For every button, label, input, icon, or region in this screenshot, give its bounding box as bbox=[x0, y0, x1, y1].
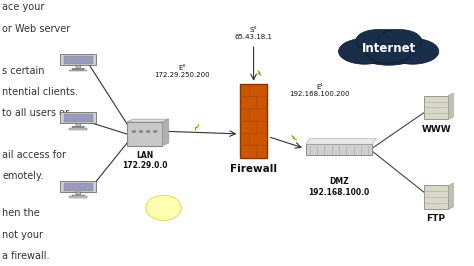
Polygon shape bbox=[162, 119, 169, 146]
Text: E¹
192.168.100.200: E¹ 192.168.100.200 bbox=[290, 84, 350, 97]
Text: not your: not your bbox=[2, 230, 43, 240]
FancyBboxPatch shape bbox=[64, 183, 92, 190]
Text: ace your: ace your bbox=[2, 2, 45, 13]
Text: LAN
172.29.0.0: LAN 172.29.0.0 bbox=[122, 151, 167, 171]
Polygon shape bbox=[75, 65, 81, 68]
Polygon shape bbox=[195, 124, 199, 131]
Circle shape bbox=[132, 131, 136, 132]
Circle shape bbox=[154, 131, 156, 132]
Ellipse shape bbox=[386, 39, 439, 64]
Ellipse shape bbox=[146, 195, 181, 221]
Polygon shape bbox=[258, 70, 261, 76]
Text: DMZ
192.168.100.0: DMZ 192.168.100.0 bbox=[308, 177, 370, 197]
Circle shape bbox=[139, 131, 142, 132]
FancyBboxPatch shape bbox=[69, 70, 87, 72]
FancyBboxPatch shape bbox=[64, 56, 92, 64]
Polygon shape bbox=[291, 135, 297, 140]
Text: E°
172.29.250.200: E° 172.29.250.200 bbox=[155, 65, 210, 78]
FancyBboxPatch shape bbox=[64, 114, 92, 122]
FancyBboxPatch shape bbox=[60, 112, 96, 123]
FancyBboxPatch shape bbox=[69, 197, 87, 198]
Polygon shape bbox=[306, 139, 376, 144]
Text: emotely.: emotely. bbox=[2, 172, 44, 181]
Text: Internet: Internet bbox=[362, 42, 416, 55]
Text: ail access for: ail access for bbox=[2, 150, 66, 160]
Polygon shape bbox=[72, 195, 84, 197]
Polygon shape bbox=[448, 183, 453, 209]
Text: hen the: hen the bbox=[2, 209, 40, 218]
Polygon shape bbox=[127, 119, 169, 122]
Ellipse shape bbox=[378, 30, 421, 51]
Ellipse shape bbox=[352, 30, 426, 65]
FancyBboxPatch shape bbox=[306, 144, 372, 155]
FancyBboxPatch shape bbox=[69, 128, 87, 130]
FancyBboxPatch shape bbox=[60, 54, 96, 65]
Text: or Web server: or Web server bbox=[2, 23, 71, 34]
Ellipse shape bbox=[356, 30, 400, 51]
Ellipse shape bbox=[367, 43, 410, 63]
Text: WWW: WWW bbox=[421, 125, 451, 134]
Polygon shape bbox=[72, 68, 84, 70]
Text: FTP: FTP bbox=[427, 214, 446, 223]
Text: S°
65.43.18.1: S° 65.43.18.1 bbox=[235, 27, 273, 40]
Circle shape bbox=[147, 131, 149, 132]
Text: ntential clients.: ntential clients. bbox=[2, 87, 78, 97]
Polygon shape bbox=[72, 126, 84, 128]
Polygon shape bbox=[75, 192, 81, 195]
Text: Firewall: Firewall bbox=[230, 164, 277, 174]
FancyBboxPatch shape bbox=[240, 84, 267, 158]
Text: s certain: s certain bbox=[2, 66, 45, 76]
FancyBboxPatch shape bbox=[424, 185, 448, 209]
Text: to all users or: to all users or bbox=[2, 108, 69, 118]
FancyBboxPatch shape bbox=[424, 95, 448, 119]
Polygon shape bbox=[75, 123, 81, 126]
Ellipse shape bbox=[338, 39, 391, 64]
Text: a firewall.: a firewall. bbox=[2, 251, 50, 261]
FancyBboxPatch shape bbox=[60, 181, 96, 192]
FancyBboxPatch shape bbox=[127, 122, 162, 146]
Polygon shape bbox=[448, 93, 453, 119]
